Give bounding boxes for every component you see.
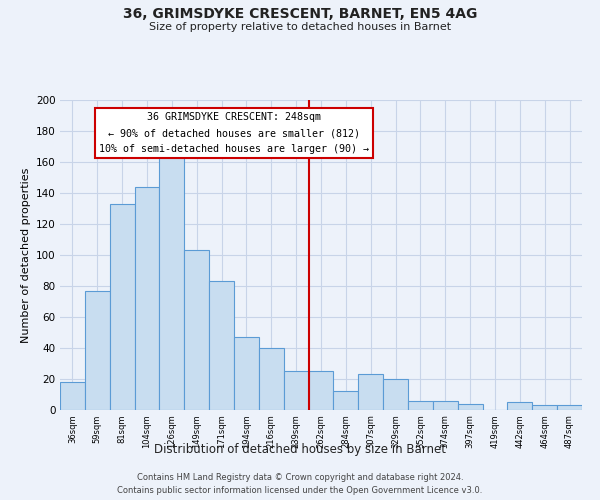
Bar [259, 348, 284, 410]
Y-axis label: Number of detached properties: Number of detached properties [20, 168, 31, 342]
Text: 36 GRIMSDYKE CRESCENT: 248sqm
← 90% of detached houses are smaller (812)
10% of : 36 GRIMSDYKE CRESCENT: 248sqm ← 90% of d… [99, 112, 369, 154]
Bar [308, 371, 334, 410]
Text: 36, GRIMSDYKE CRESCENT, BARNET, EN5 4AG: 36, GRIMSDYKE CRESCENT, BARNET, EN5 4AG [123, 8, 477, 22]
Bar [557, 406, 582, 410]
Bar [358, 374, 383, 410]
Bar [508, 402, 532, 410]
Bar [458, 404, 482, 410]
Bar [284, 371, 308, 410]
Bar [184, 250, 209, 410]
Bar [209, 282, 234, 410]
Text: Distribution of detached houses by size in Barnet: Distribution of detached houses by size … [154, 442, 446, 456]
Bar [234, 337, 259, 410]
Bar [60, 382, 85, 410]
Text: Size of property relative to detached houses in Barnet: Size of property relative to detached ho… [149, 22, 451, 32]
Bar [134, 187, 160, 410]
Bar [85, 290, 110, 410]
Bar [334, 392, 358, 410]
Bar [532, 406, 557, 410]
Text: Contains HM Land Registry data © Crown copyright and database right 2024.: Contains HM Land Registry data © Crown c… [137, 472, 463, 482]
Bar [160, 154, 184, 410]
Text: Contains public sector information licensed under the Open Government Licence v3: Contains public sector information licen… [118, 486, 482, 495]
Bar [383, 379, 408, 410]
Bar [408, 400, 433, 410]
Bar [433, 400, 458, 410]
Bar [110, 204, 134, 410]
